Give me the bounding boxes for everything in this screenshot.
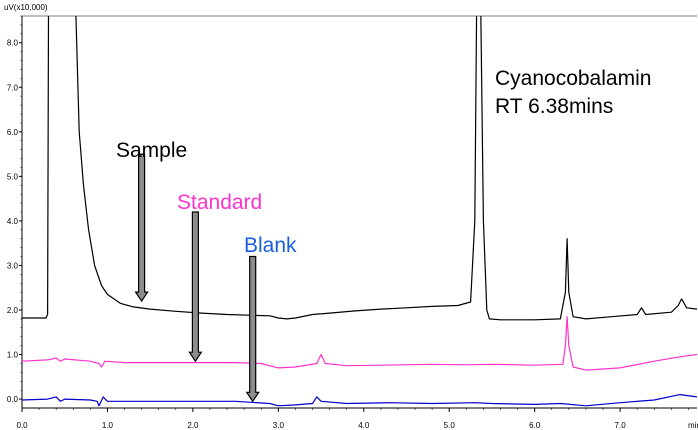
- standard-trace: [22, 316, 697, 371]
- y-tick-label: 5.0: [7, 172, 19, 181]
- tick-group: 0.0 1.0 2.0 3.0 4.0 5.0 6.0 7.0 8.0 0.0 1.0 2.0 3.0 4…: [7, 15, 689, 430]
- x-tick-label: 5.0: [444, 421, 456, 430]
- x-tick-label: 6.0: [529, 421, 541, 430]
- blank-label: Blank: [244, 234, 297, 257]
- x-axis-unit-label: min: [688, 421, 698, 430]
- y-tick-label: 3.0: [7, 261, 19, 270]
- x-tick-label: 4.0: [358, 421, 370, 430]
- blank-trace: [22, 394, 697, 407]
- x-tick-label: 7.0: [615, 421, 627, 430]
- x-tick-label: 2.0: [187, 421, 199, 430]
- y-tick-label: 4.0: [7, 217, 19, 226]
- standard-label: Standard: [177, 191, 262, 214]
- y-axis-unit-label: uV(x10,000): [4, 3, 48, 12]
- arrows: [134, 153, 260, 403]
- y-tick-label: 7.0: [7, 83, 19, 92]
- y-tick-label: 8.0: [7, 39, 19, 48]
- x-tick-label: 3.0: [273, 421, 285, 430]
- y-tick-label: 0.0: [7, 395, 19, 404]
- sample-label: Sample: [116, 139, 187, 162]
- y-tick-label: 6.0: [7, 128, 19, 137]
- standard-arrow: [188, 211, 203, 363]
- y-tick-label: 2.0: [7, 306, 19, 315]
- sample-trace: [22, 16, 697, 321]
- peak-name-label: Cyanocobalamin: [495, 67, 651, 90]
- blank-arrow: [245, 255, 260, 403]
- series-lines: [22, 16, 697, 407]
- x-tick-label: 1.0: [102, 421, 114, 430]
- x-tick-label: 0.0: [16, 421, 28, 430]
- y-tick-label: 1.0: [7, 351, 19, 360]
- sample-arrow: [134, 153, 149, 303]
- annotation-texts: uV(x10,000) min Cyanocobalamin RT 6.38mi…: [4, 3, 698, 430]
- peak-rt-label: RT 6.38mins: [495, 95, 613, 118]
